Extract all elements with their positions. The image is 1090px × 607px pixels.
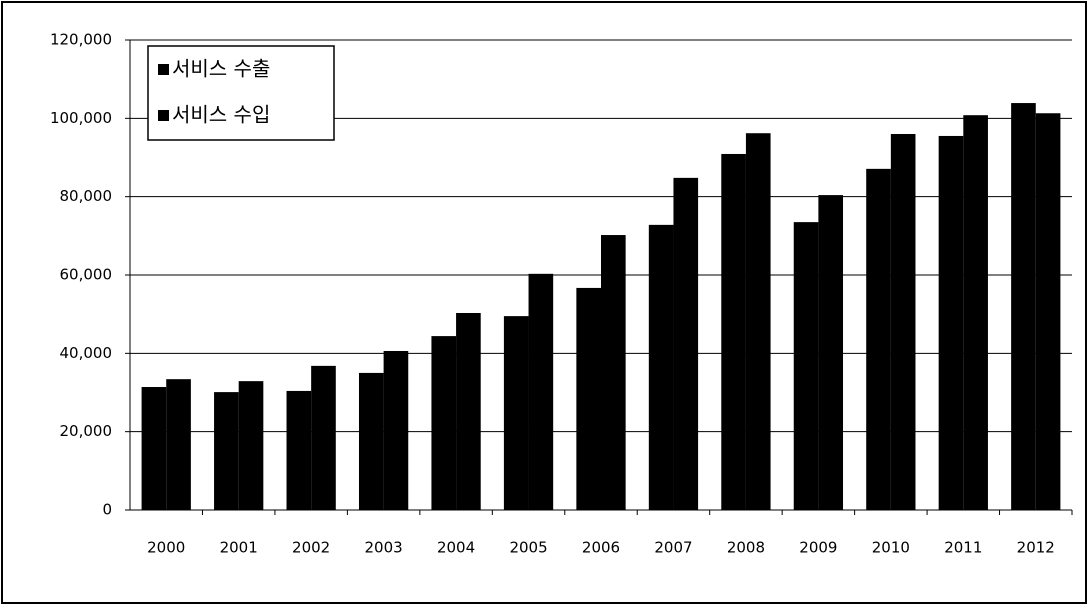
y-tick-label: 0: [102, 501, 112, 519]
bar: [576, 287, 601, 510]
bar: [793, 222, 819, 510]
x-tick-label: 2002: [292, 539, 330, 557]
y-tick-label: 20,000: [60, 422, 113, 440]
legend-label: 서비스 수출: [172, 57, 270, 81]
bar: [818, 195, 844, 510]
bar: [601, 235, 626, 511]
bar: [286, 390, 312, 510]
x-tick-label: 2004: [437, 539, 475, 557]
x-tick-label: 2003: [365, 539, 403, 557]
bar: [745, 133, 771, 510]
bar: [890, 134, 916, 510]
bar: [431, 336, 457, 510]
bar: [721, 153, 746, 510]
x-tick-label: 2011: [944, 539, 982, 557]
x-tick-label: 2008: [727, 539, 765, 557]
x-tick-label: 2001: [220, 539, 258, 557]
bar: [503, 316, 529, 510]
legend-swatch: [158, 110, 169, 121]
bar: [358, 372, 384, 510]
x-tick-label: 2000: [147, 539, 185, 557]
x-tick-label: 2012: [1017, 539, 1055, 557]
y-tick-label: 120,000: [50, 31, 112, 49]
bar: [311, 365, 336, 510]
y-tick-label: 60,000: [60, 266, 113, 284]
bar: [238, 381, 264, 510]
y-tick-label: 80,000: [60, 187, 113, 205]
bar: [528, 273, 554, 510]
bar: [673, 177, 699, 510]
bar: [1011, 103, 1036, 510]
y-tick-label: 100,000: [50, 109, 112, 127]
legend-box: [147, 45, 335, 141]
x-tick-label: 2010: [872, 539, 910, 557]
x-tick-label: 2005: [509, 539, 547, 557]
bar: [963, 115, 988, 510]
legend-label: 서비스 수입: [172, 103, 270, 127]
bar: [383, 350, 409, 510]
bar: [866, 168, 891, 510]
legend-swatch: [158, 64, 169, 75]
x-tick-label: 2009: [799, 539, 837, 557]
bar: [648, 224, 674, 510]
y-tick-label: 40,000: [60, 344, 113, 362]
bar: [214, 392, 239, 510]
x-tick-label: 2006: [582, 539, 620, 557]
x-tick-label: 2007: [654, 539, 692, 557]
bar: [166, 379, 191, 510]
bar: [938, 135, 964, 511]
bar: [141, 387, 167, 510]
bar: [1035, 113, 1061, 510]
bar: [456, 312, 481, 510]
